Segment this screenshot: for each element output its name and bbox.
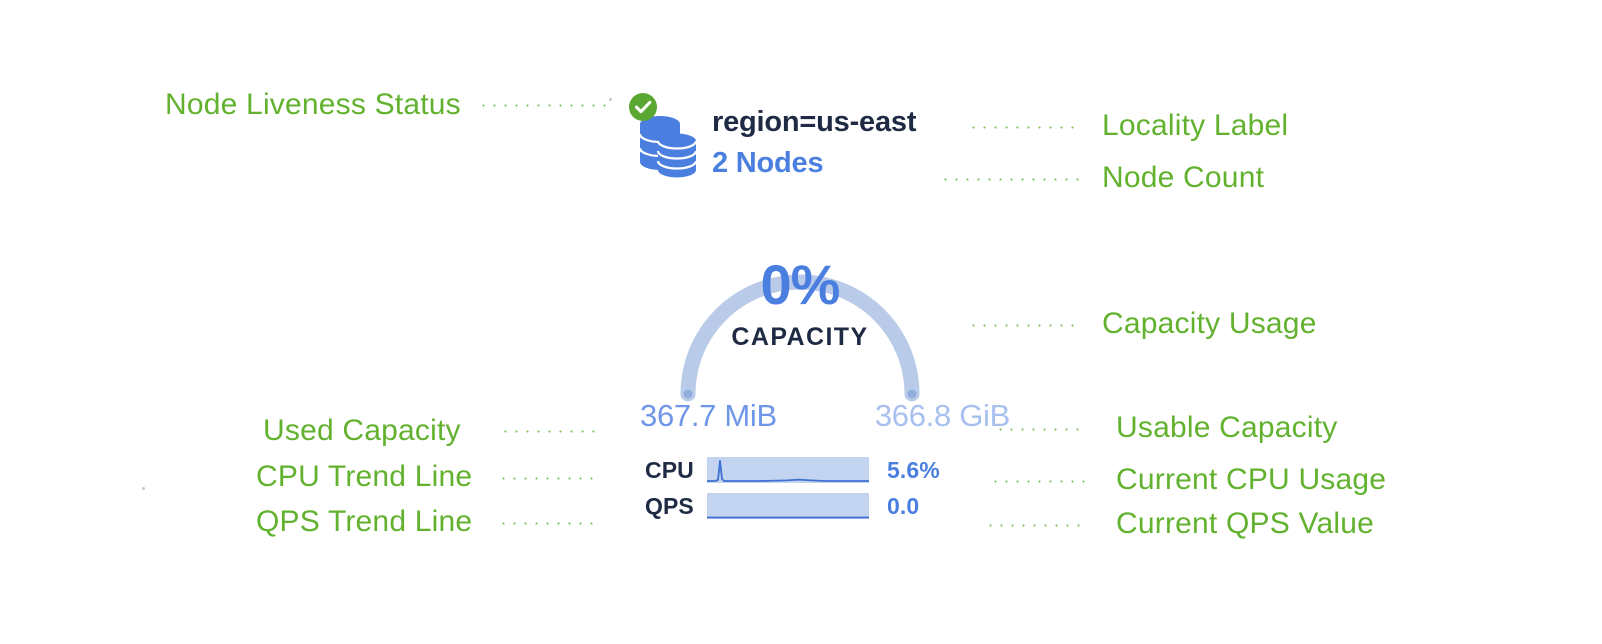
metric-value-cpu: 5.6% xyxy=(887,456,940,483)
annotation-used-capacity: Used Capacity xyxy=(263,414,461,447)
annotation-capacity-usage: Capacity Usage xyxy=(1102,307,1317,340)
leader-usable-capacity xyxy=(995,428,1087,431)
node-count-label: 2 Nodes xyxy=(712,147,824,179)
leader-locality-label xyxy=(968,126,1078,129)
database-stack-icon xyxy=(638,116,698,178)
metric-label-cpu: CPU xyxy=(645,456,694,483)
leader-node-liveness-status xyxy=(478,104,610,107)
leader-capacity-usage xyxy=(968,324,1080,327)
leader-current-qps-value xyxy=(985,524,1081,527)
node-header: region=us-east 2 Nodes xyxy=(628,92,916,180)
metric-row-qps: QPS 0.0 xyxy=(645,488,985,524)
speck xyxy=(609,98,612,101)
node-text-group: region=us-east 2 Nodes xyxy=(712,92,916,178)
used-capacity-value: 367.7 MiB xyxy=(640,398,777,433)
gauge-track xyxy=(680,274,920,402)
leader-qps-trend-line xyxy=(498,522,600,525)
gauge-start-cap xyxy=(683,389,693,399)
annotation-node-count: Node Count xyxy=(1102,161,1265,194)
speck xyxy=(142,487,145,490)
leader-node-count xyxy=(940,178,1080,181)
leader-used-capacity xyxy=(500,430,600,433)
metric-row-cpu: CPU 5.6% xyxy=(645,452,985,488)
annotation-cpu-trend-line: CPU Trend Line xyxy=(256,460,473,493)
locality-label: region=us-east xyxy=(712,106,917,138)
qps-sparkline xyxy=(707,493,869,519)
gauge-end-cap xyxy=(907,389,917,399)
leader-current-cpu-usage xyxy=(990,480,1086,483)
annotation-current-cpu-usage: Current CPU Usage xyxy=(1116,463,1387,496)
metrics-group: CPU 5.6% QPS 0.0 xyxy=(645,452,985,524)
annotation-current-qps-value: Current QPS Value xyxy=(1116,507,1374,540)
node-icon-group xyxy=(628,92,706,180)
metric-label-qps: QPS xyxy=(645,492,694,519)
capacity-values-row: 367.7 MiB 366.8 GiB xyxy=(640,400,1010,431)
check-circle-icon xyxy=(629,93,657,121)
capacity-gauge: 0% CAPACITY xyxy=(650,198,950,408)
usable-capacity-value: 366.8 GiB xyxy=(874,398,1010,433)
cpu-sparkline xyxy=(707,457,869,483)
leader-cpu-trend-line xyxy=(498,477,600,480)
metric-value-qps: 0.0 xyxy=(887,492,920,519)
annotation-node-liveness-status: Node Liveness Status xyxy=(165,88,461,121)
annotation-qps-trend-line: QPS Trend Line xyxy=(256,505,473,538)
annotation-usable-capacity: Usable Capacity xyxy=(1116,411,1338,444)
capacity-gauge-arc xyxy=(680,274,920,402)
annotation-locality-label: Locality Label xyxy=(1102,109,1289,142)
